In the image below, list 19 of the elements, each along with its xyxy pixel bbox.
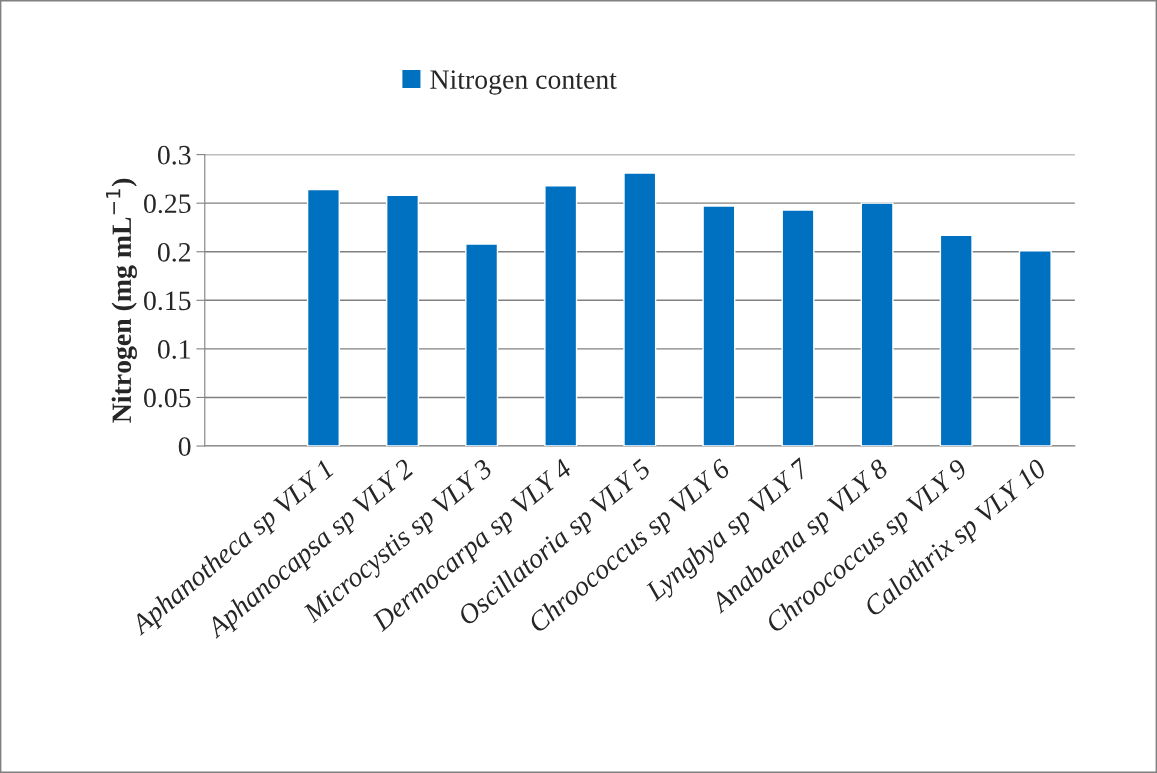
y-tick-label: 0.1	[157, 340, 190, 359]
bar	[386, 194, 420, 447]
legend-label: Nitrogen content	[430, 70, 617, 95]
y-axis-title: Nitrogen (mg mL$^{−1}$)	[106, 178, 137, 423]
bar	[465, 243, 499, 447]
bar	[860, 202, 894, 447]
bar	[623, 172, 657, 447]
y-tick-label: 0.05	[144, 388, 191, 408]
y-tick-label: 0.15	[144, 291, 191, 311]
y-tick-label: 0.2	[157, 242, 191, 262]
y-tick-label: 0.3	[157, 145, 191, 165]
y-tick-label: 0.25	[144, 194, 191, 214]
bar	[544, 184, 578, 447]
bar	[781, 209, 815, 447]
bar	[702, 205, 736, 447]
bar	[939, 234, 973, 447]
bar	[1018, 250, 1052, 447]
bar	[306, 188, 340, 447]
y-tick-label: 0	[178, 437, 191, 456]
